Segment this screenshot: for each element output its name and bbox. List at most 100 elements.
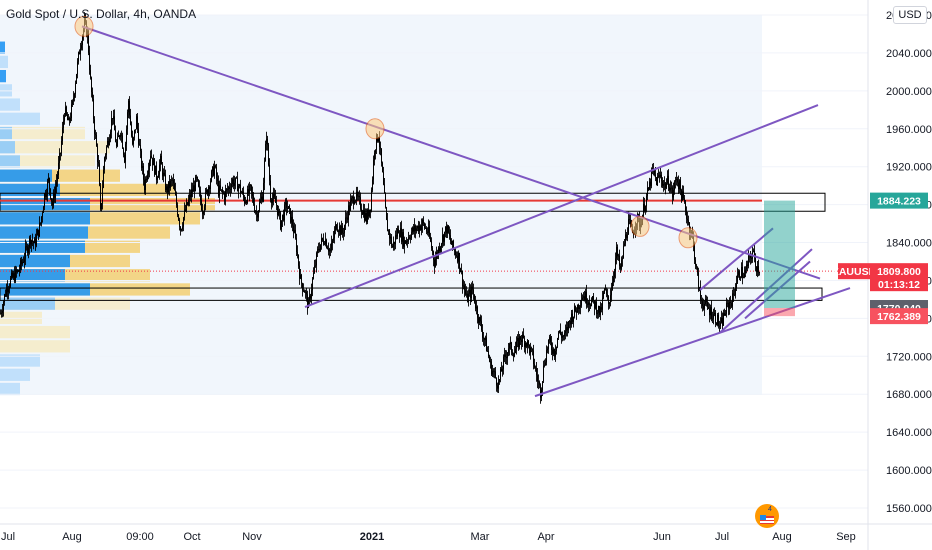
candle-body [74,93,75,98]
candle-body [618,255,619,257]
candle-body [715,312,716,323]
candle-body [658,175,659,177]
candle-body [334,230,335,239]
candle-body [516,341,517,349]
candle-body [234,182,235,187]
currency-button[interactable]: USD [893,6,927,24]
time-axis-label: 09:00 [126,531,154,543]
candle-body [591,300,592,306]
candle-body [678,182,679,190]
bar-countdown: 01:13:12 [878,279,920,291]
candle-body [713,314,714,319]
candle-body [65,106,66,116]
candle-body [353,196,354,204]
candle-body [527,340,528,347]
candle-body [156,165,157,180]
candle-body [220,185,221,190]
symbol-tag-label: XAUUSD [832,266,877,278]
candle-body [228,187,229,190]
volume-bar [0,41,5,54]
candle-body [695,260,696,266]
candle-body [453,240,454,249]
candle-body [418,226,419,232]
candle-body [684,198,685,202]
candle-body [175,190,176,195]
candle-body [675,179,676,182]
candle-body [307,294,308,308]
candle-body [474,294,475,303]
candle-body [743,277,744,278]
candle-body [465,290,466,295]
candle-body [162,164,163,177]
candle-body [222,189,223,193]
candle-body [373,160,374,180]
candle-body [139,144,140,146]
candle-body [73,97,74,101]
candle-body [720,322,721,326]
candle-body [143,166,144,180]
candle-body [604,288,605,293]
candle-body [738,271,739,276]
candle-body [505,354,506,357]
candle-body [173,180,174,184]
candle-body [125,144,126,163]
candle-body [100,185,101,209]
candle-body [230,189,231,190]
candle-body [420,225,421,230]
candle-body [606,289,607,295]
candle-body [508,348,509,353]
candle-body [470,289,471,299]
candle-body [329,249,330,252]
candle-body [215,165,216,168]
candle-body [69,117,70,121]
candle-body [647,187,648,196]
candle-body [440,247,441,252]
candle-body [587,303,588,305]
candle-body [24,258,25,263]
candle-body [77,61,78,75]
candle-body [671,187,672,189]
candle-body [176,194,177,206]
candle-body [498,381,499,389]
candle-body [518,338,519,348]
candle-body [543,365,544,382]
candle-body [126,129,127,145]
current-price-tag [870,263,928,292]
candle-body [726,302,727,314]
candle-body [454,248,455,251]
candle-body [494,371,495,373]
candle-body [406,241,407,244]
candle-body [650,181,651,186]
candle-body [318,249,319,250]
candle-body [365,212,366,221]
candle-body [101,203,102,209]
candle-body [95,133,96,136]
candle-body [629,219,630,221]
candle-body [408,237,409,241]
candle-body [61,141,62,154]
candle-body [667,175,668,184]
candle-body [456,254,457,257]
candle-body [277,205,278,216]
candle-body [359,195,360,198]
volume-bar-up [0,212,90,225]
candle-body [425,227,426,229]
candle-body [358,195,359,197]
candle-body [397,228,398,237]
long-position-tool[interactable] [764,200,795,317]
candle-body [161,155,162,165]
candle-body [244,196,245,204]
time-axis[interactable]: Jul Aug 09:00 Oct Nov 2021 Mar Apr Jun Jul Aug Sep [1,531,856,543]
candle-body [372,179,373,191]
candle-body [507,352,508,359]
candle-body [45,193,46,197]
highlight-circle [678,227,698,249]
candle-body [270,180,271,200]
candle-body [607,294,608,297]
candle-body [472,286,473,290]
candle-body [537,375,538,382]
candle-body [364,210,365,221]
price-axis-label: 1920.000 [886,162,932,174]
candle-body [352,196,353,199]
